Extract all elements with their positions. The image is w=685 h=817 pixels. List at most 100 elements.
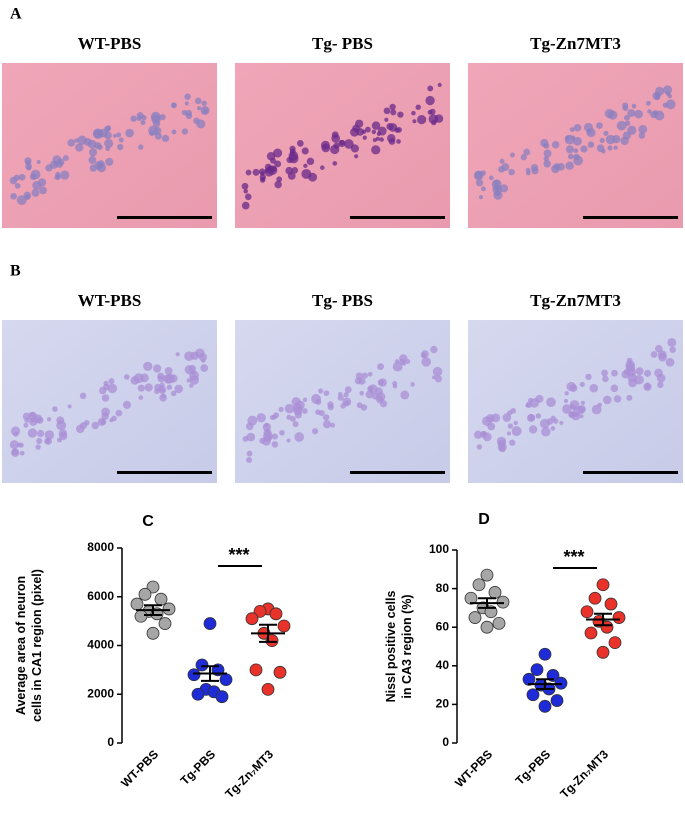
cell [528, 425, 538, 434]
cell [36, 160, 41, 165]
scale-bar [350, 471, 445, 474]
cell [184, 93, 191, 100]
cell [140, 120, 146, 126]
cell [67, 139, 76, 147]
cell [628, 378, 638, 388]
cell [108, 378, 115, 385]
cell [557, 163, 565, 171]
cell [371, 145, 381, 155]
y-tick-label: 80 [436, 581, 450, 595]
cell [166, 384, 173, 390]
cell [264, 434, 272, 442]
cell [510, 407, 517, 414]
cell [371, 129, 377, 135]
x-tick-label: WT-PBS [452, 747, 495, 790]
cell [245, 422, 254, 431]
cell [16, 442, 22, 448]
y-tick-label: 2000 [87, 686, 114, 700]
cell [266, 151, 276, 161]
x-tick-label: Tg-PBS [513, 747, 554, 788]
data-point [277, 619, 291, 633]
cell [79, 392, 87, 400]
cell [543, 160, 551, 168]
cell [138, 395, 144, 400]
cell [163, 374, 173, 384]
data-point [538, 647, 552, 661]
cell [26, 165, 32, 171]
cell [27, 428, 38, 438]
cell [361, 372, 368, 379]
y-tick-label: 8000 [87, 540, 114, 554]
cell [301, 147, 309, 155]
cell [137, 384, 145, 392]
cell [303, 163, 308, 169]
cell [355, 372, 363, 380]
cell [185, 112, 193, 120]
cell [627, 109, 636, 118]
data-point [596, 578, 610, 592]
cell [570, 135, 576, 140]
cell [480, 170, 486, 176]
y-tick-label: 0 [442, 735, 449, 749]
cell [638, 132, 646, 139]
cell [645, 100, 651, 106]
cell [296, 139, 304, 147]
cell [196, 106, 202, 111]
cell [579, 414, 584, 419]
cell [344, 386, 352, 394]
cell [252, 168, 260, 176]
error-bar [594, 612, 612, 627]
scale-bar [350, 216, 445, 219]
cell [626, 394, 633, 401]
cell [288, 153, 299, 164]
cell [171, 129, 177, 135]
cell [643, 382, 652, 391]
cell [601, 369, 608, 377]
cell [356, 402, 363, 409]
cell [502, 413, 512, 422]
cell [523, 148, 531, 156]
cell [431, 119, 437, 126]
scale-bar [117, 216, 212, 219]
x-tick-label: Tg-PBS [178, 747, 219, 788]
cell [94, 141, 102, 150]
cell [489, 175, 494, 181]
x-tick-label: Tg-Zn₇MT3 [222, 747, 276, 801]
cell [412, 119, 417, 124]
data-point [273, 665, 287, 679]
cell [133, 373, 144, 384]
panel-label: B [10, 263, 21, 280]
cell [36, 429, 45, 438]
data-point [464, 591, 478, 605]
cell [104, 138, 114, 148]
cell [202, 108, 208, 114]
y-axis-label: cells in CA1 region (pixel) [30, 569, 44, 722]
data-point [245, 612, 259, 626]
cell [375, 136, 380, 141]
y-tick-label: 6000 [87, 589, 114, 603]
cell [273, 412, 280, 419]
cell [39, 186, 47, 195]
cell [396, 139, 401, 144]
cell [91, 421, 100, 430]
x-tick-label: Tg-Zn₇MT3 [557, 747, 611, 801]
cell [184, 101, 189, 106]
cell [376, 395, 384, 404]
cell [399, 354, 408, 363]
cell [59, 431, 68, 441]
cell [200, 364, 209, 372]
cell [543, 142, 550, 149]
cell [478, 195, 484, 200]
cell [24, 194, 31, 200]
cell [244, 193, 252, 201]
y-tick-label: 40 [436, 658, 450, 672]
cell [476, 444, 483, 450]
cell [60, 170, 70, 180]
cell [44, 430, 55, 440]
cell [154, 132, 162, 140]
cell [487, 422, 496, 431]
cell [543, 156, 549, 162]
cell [161, 134, 170, 143]
data-point [588, 591, 602, 605]
data-point [580, 605, 594, 619]
